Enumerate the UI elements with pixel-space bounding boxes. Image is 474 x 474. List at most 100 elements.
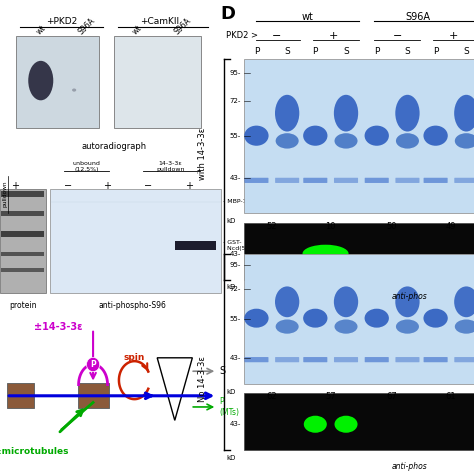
- Ellipse shape: [365, 126, 389, 146]
- Ellipse shape: [303, 309, 328, 328]
- Ellipse shape: [455, 319, 474, 334]
- Text: −: −: [144, 181, 152, 191]
- FancyBboxPatch shape: [0, 189, 46, 293]
- Text: 55-: 55-: [230, 316, 241, 322]
- Text: P: P: [313, 47, 318, 56]
- Text: 52: 52: [266, 222, 277, 230]
- FancyBboxPatch shape: [395, 178, 419, 183]
- Ellipse shape: [244, 309, 269, 328]
- FancyBboxPatch shape: [50, 189, 221, 293]
- Ellipse shape: [335, 133, 357, 148]
- Text: 14-3-3ε
pulldown: 14-3-3ε pulldown: [0, 181, 8, 207]
- Text: 14-3-3ε
pulldown: 14-3-3ε pulldown: [156, 161, 185, 172]
- FancyBboxPatch shape: [275, 178, 299, 183]
- Text: −: −: [64, 181, 73, 191]
- Ellipse shape: [304, 416, 327, 433]
- FancyBboxPatch shape: [7, 383, 34, 408]
- FancyBboxPatch shape: [16, 36, 99, 128]
- FancyBboxPatch shape: [275, 357, 299, 362]
- Text: 49: 49: [446, 222, 456, 230]
- Text: kD: kD: [227, 218, 236, 224]
- Text: P: P: [254, 47, 259, 56]
- FancyBboxPatch shape: [1, 252, 45, 256]
- Text: S: S: [219, 366, 225, 376]
- FancyBboxPatch shape: [244, 223, 474, 280]
- Text: kD: kD: [227, 389, 236, 395]
- Ellipse shape: [454, 286, 474, 317]
- Text: +: +: [328, 31, 338, 41]
- Ellipse shape: [335, 319, 357, 334]
- FancyBboxPatch shape: [334, 357, 358, 362]
- Text: D: D: [220, 5, 236, 23]
- Text: 57: 57: [325, 392, 336, 401]
- Text: anti-phospho-S96: anti-phospho-S96: [98, 301, 166, 310]
- FancyBboxPatch shape: [1, 191, 45, 197]
- Text: +: +: [185, 181, 193, 191]
- FancyBboxPatch shape: [1, 211, 45, 216]
- Text: 61: 61: [446, 392, 456, 401]
- Text: −: −: [272, 31, 282, 41]
- Text: +: +: [449, 31, 458, 41]
- Ellipse shape: [365, 309, 389, 328]
- Text: anti-phos: anti-phos: [392, 462, 428, 471]
- FancyBboxPatch shape: [245, 357, 268, 362]
- FancyBboxPatch shape: [365, 178, 389, 183]
- Text: unbound
(12.5%): unbound (12.5%): [73, 161, 100, 172]
- Text: anti-phos: anti-phos: [392, 292, 428, 301]
- Ellipse shape: [275, 95, 299, 131]
- Text: S: S: [464, 47, 469, 56]
- FancyBboxPatch shape: [114, 36, 201, 128]
- Text: 95-: 95-: [230, 70, 241, 76]
- Text: P
(MTs): P (MTs): [219, 397, 239, 417]
- Text: P: P: [433, 47, 438, 56]
- FancyBboxPatch shape: [244, 254, 474, 384]
- Text: wt: wt: [35, 23, 47, 36]
- Text: with 14-3-3ε: with 14-3-3ε: [198, 128, 207, 180]
- FancyBboxPatch shape: [303, 178, 328, 183]
- FancyBboxPatch shape: [78, 383, 109, 408]
- Polygon shape: [157, 358, 192, 420]
- Text: 43-: 43-: [230, 355, 241, 361]
- Text: −: −: [392, 31, 402, 41]
- Ellipse shape: [275, 286, 299, 317]
- Ellipse shape: [396, 133, 419, 148]
- Text: 62: 62: [266, 392, 277, 401]
- Text: 43-: 43-: [230, 421, 241, 427]
- Text: ±14-3-3ε: ±14-3-3ε: [34, 322, 82, 332]
- FancyBboxPatch shape: [424, 178, 447, 183]
- Text: kD: kD: [227, 455, 236, 461]
- Ellipse shape: [395, 95, 419, 131]
- Text: spin: spin: [124, 353, 145, 362]
- Text: wt: wt: [301, 12, 314, 22]
- Text: autoradiograph: autoradiograph: [81, 142, 146, 151]
- Text: 43-: 43-: [230, 251, 241, 256]
- Ellipse shape: [334, 286, 358, 317]
- Text: No 14-3-3ε: No 14-3-3ε: [198, 356, 207, 402]
- Text: PKD2 >: PKD2 >: [226, 31, 258, 40]
- FancyBboxPatch shape: [454, 357, 474, 362]
- Text: S: S: [284, 47, 290, 56]
- Text: S96A: S96A: [76, 16, 97, 36]
- FancyBboxPatch shape: [1, 230, 45, 237]
- Text: 55-: 55-: [230, 133, 241, 139]
- FancyBboxPatch shape: [334, 178, 358, 183]
- Text: P: P: [374, 47, 379, 56]
- Text: 50: 50: [387, 222, 397, 230]
- FancyBboxPatch shape: [244, 393, 474, 450]
- Circle shape: [86, 357, 100, 372]
- FancyBboxPatch shape: [365, 357, 389, 362]
- Ellipse shape: [335, 416, 357, 433]
- Text: S: S: [405, 47, 410, 56]
- Text: +PKD2: +PKD2: [46, 18, 77, 27]
- Text: S96A: S96A: [172, 16, 192, 36]
- Ellipse shape: [423, 309, 448, 328]
- Ellipse shape: [244, 126, 269, 146]
- FancyBboxPatch shape: [1, 268, 45, 273]
- Ellipse shape: [423, 126, 448, 146]
- Ellipse shape: [28, 61, 53, 100]
- Text: kD: kD: [227, 284, 236, 291]
- Ellipse shape: [396, 319, 419, 334]
- FancyBboxPatch shape: [454, 178, 474, 183]
- Text: +: +: [103, 181, 111, 191]
- FancyBboxPatch shape: [303, 357, 328, 362]
